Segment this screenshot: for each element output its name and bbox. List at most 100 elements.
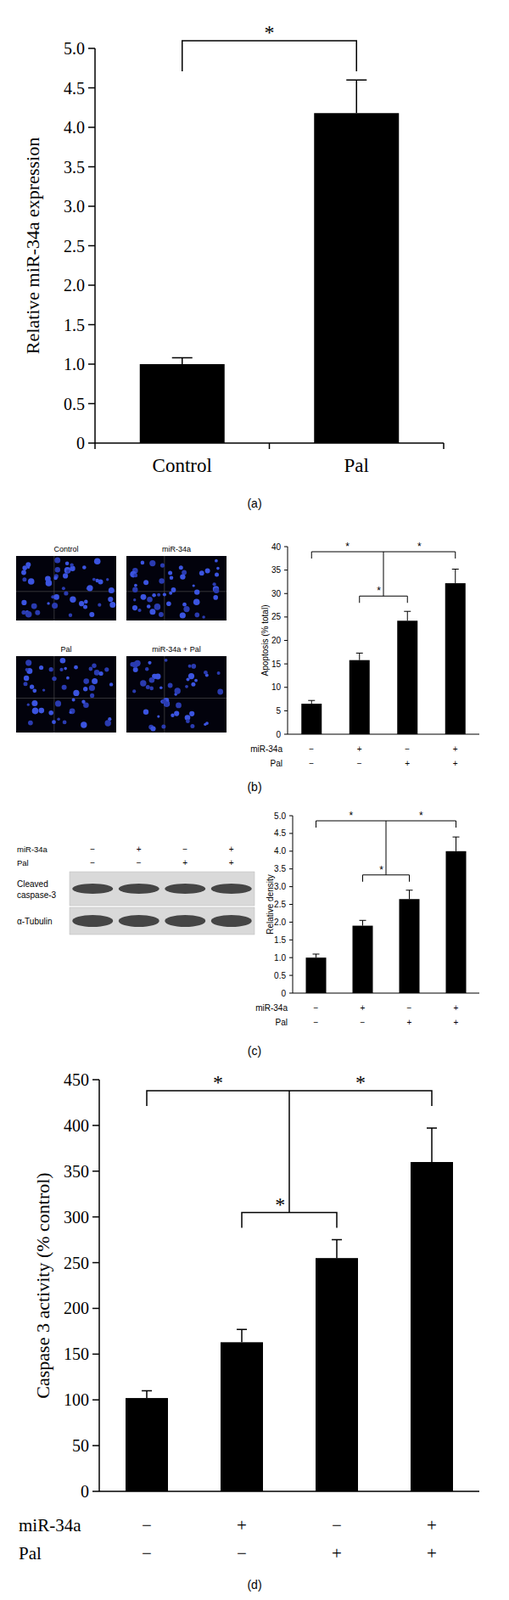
bar (315, 1257, 358, 1491)
nucleus (168, 591, 173, 595)
y-tick (88, 166, 96, 168)
nucleus (147, 660, 152, 665)
y-tick-label: 20 (271, 635, 282, 645)
nucleus (86, 584, 93, 591)
nucleus (195, 612, 201, 618)
nucleus (201, 615, 206, 619)
nucleus (164, 658, 168, 662)
nucleus (183, 605, 190, 612)
blot-band (118, 914, 160, 927)
bars (139, 79, 400, 443)
significance-label: * (355, 1070, 366, 1093)
panel-label: (b) (246, 779, 262, 794)
significance-label: * (376, 584, 381, 597)
y-tick-label: 0 (280, 988, 286, 998)
nucleus (108, 587, 115, 593)
condition-label: miR-34a (255, 1002, 288, 1013)
y-tick (88, 363, 96, 365)
figure: 00.51.01.52.02.53.03.54.04.55.0Relative … (0, 0, 509, 1600)
nucleus (178, 564, 184, 570)
condition-label: Pal (275, 1017, 288, 1027)
nucleus (203, 670, 208, 675)
nucleus (205, 721, 209, 725)
nucleus (179, 573, 185, 579)
y-tick-label: 5.0 (274, 811, 286, 821)
nucleus (146, 596, 153, 603)
nucleus (25, 610, 33, 618)
chart-panel: 00.51.01.52.02.53.03.54.04.55.0Relative … (247, 809, 480, 1058)
nucleus (149, 559, 156, 566)
x-tick (94, 442, 96, 449)
nucleus (89, 684, 96, 691)
nucleus (68, 613, 73, 617)
blot-row-label: Cleaved (16, 878, 49, 889)
error-bar (331, 1239, 342, 1259)
significance-label: * (345, 540, 350, 553)
nucleus (146, 604, 152, 609)
nucleus (179, 611, 186, 618)
blot-band (164, 883, 206, 894)
nucleus (97, 603, 101, 607)
nucleus (214, 559, 219, 563)
nucleus (72, 698, 76, 702)
condition-value: − (313, 1017, 319, 1027)
chart-panel: 050100150200250300350400450Caspase 3 act… (18, 1069, 480, 1591)
nucleus (140, 560, 146, 565)
y-tick-label: 3.5 (63, 157, 85, 177)
nucleus (143, 579, 149, 585)
condition-value: + (236, 1514, 247, 1535)
nucleus (61, 684, 68, 690)
nucleus (25, 659, 32, 666)
nucleus (83, 686, 88, 691)
image-label: miR-34a + Pal (151, 644, 201, 654)
y-tick (88, 205, 96, 207)
nucleus (27, 703, 30, 706)
y-axis-label: Apoptosis (% total) (260, 604, 270, 677)
y-tick-label: 50 (72, 1435, 90, 1455)
y-tick-label: 2.5 (274, 899, 286, 909)
significance-connector (288, 1090, 291, 1213)
condition-value: + (331, 1542, 342, 1563)
y-tick-label: 5.0 (63, 39, 85, 58)
nucleus (31, 603, 38, 610)
y-tick-label: 4.0 (274, 845, 286, 856)
x-axis (287, 733, 480, 735)
bar (220, 1341, 263, 1491)
y-tick-label: 35 (271, 564, 282, 575)
y-tick-label: 2.0 (63, 275, 85, 295)
nucleus (199, 570, 205, 576)
nucleus (163, 700, 169, 706)
condition-value: + (426, 1542, 437, 1563)
nucleus (55, 566, 61, 572)
nucleus (149, 676, 156, 683)
y-tick (92, 1443, 100, 1446)
y-tick-label: 250 (63, 1252, 90, 1272)
chart-panel: 00.51.01.52.02.53.03.54.04.55.0Relative … (22, 21, 445, 510)
nucleus (21, 570, 27, 576)
y-tick-label: 4.5 (274, 827, 286, 838)
y-tick-label: 2.5 (63, 236, 85, 256)
blot-condition-value: + (229, 844, 235, 854)
y-tick (92, 1353, 100, 1355)
nucleus (162, 592, 167, 596)
nucleus (62, 720, 68, 725)
y-tick (289, 832, 293, 834)
blot-band (211, 914, 252, 927)
nucleus (23, 675, 29, 681)
y-tick-label: 0 (80, 1481, 90, 1500)
y-tick-label: 200 (63, 1297, 90, 1317)
y-tick (289, 850, 293, 851)
nucleus (173, 710, 179, 716)
nucleus (154, 603, 162, 610)
y-tick (88, 402, 96, 405)
micrographs: ControlmiR-34aPalmiR-34a + Pal (16, 544, 227, 733)
y-axis-label: Relative density (265, 873, 275, 935)
condition-value: + (360, 1002, 366, 1013)
nucleus (134, 583, 138, 588)
nucleus (159, 685, 163, 689)
y-tick-label: 1.0 (274, 952, 286, 963)
nucleus (64, 566, 72, 574)
bar (301, 703, 322, 734)
error-bar (346, 79, 367, 113)
y-tick-label: 0.5 (274, 970, 286, 980)
